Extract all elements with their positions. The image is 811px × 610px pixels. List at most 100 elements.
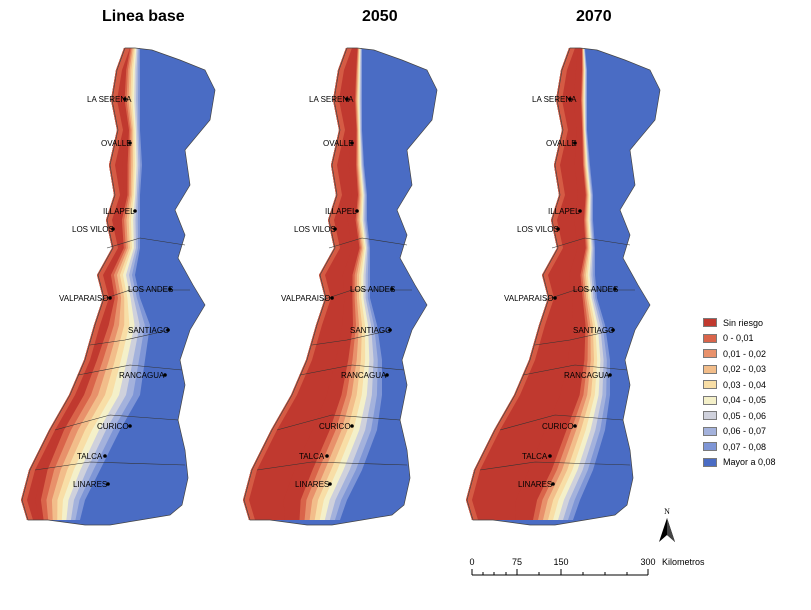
legend-label: 0,05 - 0,06 [723, 410, 767, 421]
city-dot [390, 287, 394, 291]
city-dot [553, 296, 557, 300]
scale-tick-150: 150 [553, 557, 568, 567]
region-outline [243, 47, 438, 526]
city-label: RANCAGUA [564, 371, 610, 380]
city-label: OVALLE [323, 139, 354, 148]
region-border [551, 237, 631, 249]
city-dot [350, 424, 354, 428]
legend: Sin riesgo 0 - 0,01 0,01 - 0,02 0,02 - 0,03… [703, 315, 776, 470]
risk-band-sin-riesgo [466, 48, 579, 520]
legend-label: 0,04 - 0,05 [723, 395, 767, 406]
legend-swatch [703, 333, 717, 343]
legend-item: 0,06 - 0,07 [703, 424, 776, 440]
city-label: SANTIAGO [128, 326, 169, 335]
city-dot [573, 424, 577, 428]
region-outline [466, 47, 661, 526]
city-dot [578, 209, 582, 213]
city-label: VALPARAISO [281, 294, 331, 303]
panel-title-2050: 2050 [362, 8, 398, 25]
city-dot [330, 296, 334, 300]
legend-item: 0,04 - 0,05 [703, 393, 776, 409]
city-label: LINARES [73, 480, 107, 489]
coastal-band [243, 48, 352, 520]
city-dot [163, 373, 167, 377]
city-label: LINARES [295, 480, 329, 489]
city-dot [345, 97, 349, 101]
city-label: LOS VILOS [517, 225, 559, 234]
legend-label: 0,07 - 0,08 [723, 441, 767, 452]
city-label: TALCA [522, 452, 548, 461]
city-dot [111, 227, 115, 231]
region-border [77, 364, 183, 376]
coastal-band [21, 48, 130, 520]
city-dot [551, 482, 555, 486]
region-border [34, 461, 186, 471]
panel-title-base: Linea base [102, 8, 185, 25]
legend-item: 0,02 - 0,03 [703, 362, 776, 378]
region-border [276, 414, 401, 431]
city-dot [613, 287, 617, 291]
city-label: VALPARAISO [504, 294, 554, 303]
risk-band [243, 48, 360, 520]
city-label: LA SERENA [309, 95, 354, 104]
legend-swatch [703, 442, 717, 452]
city-dot [611, 328, 615, 332]
city-label: TALCA [77, 452, 103, 461]
region-border [534, 329, 616, 346]
city-label: RANCAGUA [341, 371, 387, 380]
city-label: LOS ANDES [573, 285, 618, 294]
city-label: LOS ANDES [128, 285, 173, 294]
scale-tick-0: 0 [469, 557, 474, 567]
city-dot [388, 328, 392, 332]
legend-swatch [703, 318, 717, 328]
city-label: LOS VILOS [72, 225, 114, 234]
map-panel-y2070: LA SERENA OVALLE ILLAPEL LOS VILOS LOS ANDES… [466, 47, 661, 526]
city-label: ILLAPEL [325, 207, 357, 216]
map-panel-base: LA SERENA OVALLE ILLAPEL LOS VILOS LOS ANDES… [21, 47, 216, 526]
city-dot [548, 454, 552, 458]
legend-item: 0,01 - 0,02 [703, 346, 776, 362]
north-label: N [664, 507, 670, 516]
risk-band [21, 48, 136, 520]
legend-swatch [703, 364, 717, 374]
scale-bar: 0 75 150 300 Kilometros [469, 557, 705, 576]
legend-label: Sin riesgo [723, 317, 764, 328]
scale-tick-75: 75 [512, 557, 522, 567]
city-dot [608, 373, 612, 377]
city-label: LOS ANDES [350, 285, 395, 294]
legend-swatch [703, 426, 717, 436]
city-label: TALCA [299, 452, 325, 461]
region-border [328, 237, 408, 249]
city-label: CURICO [319, 422, 351, 431]
legend-swatch [703, 395, 717, 405]
region-border [299, 364, 405, 376]
city-dot [568, 97, 572, 101]
city-dot [128, 424, 132, 428]
legend-label: 0,01 - 0,02 [723, 348, 767, 359]
city-label: VALPARAISO [59, 294, 109, 303]
city-dot [123, 97, 127, 101]
city-label: LA SERENA [87, 95, 132, 104]
city-dot [556, 227, 560, 231]
legend-label: Mayor a 0,08 [723, 457, 776, 468]
city-dot [355, 209, 359, 213]
scale-tick-300: 300 [640, 557, 655, 567]
city-label: LOS VILOS [294, 225, 336, 234]
legend-item: Sin riesgo [703, 315, 776, 331]
city-label: SANTIAGO [573, 326, 614, 335]
legend-item: 0,07 - 0,08 [703, 439, 776, 455]
region-border [106, 237, 186, 249]
city-label: CURICO [542, 422, 574, 431]
city-dot [385, 373, 389, 377]
city-dot [108, 296, 112, 300]
legend-label: 0,02 - 0,03 [723, 364, 767, 375]
city-label: ILLAPEL [548, 207, 580, 216]
region-border [256, 461, 408, 471]
city-dot [573, 141, 577, 145]
city-label: CURICO [97, 422, 129, 431]
legend-swatch [703, 349, 717, 359]
city-dot [168, 287, 172, 291]
region-border [54, 414, 179, 431]
scale-unit: Kilometros [662, 557, 705, 567]
